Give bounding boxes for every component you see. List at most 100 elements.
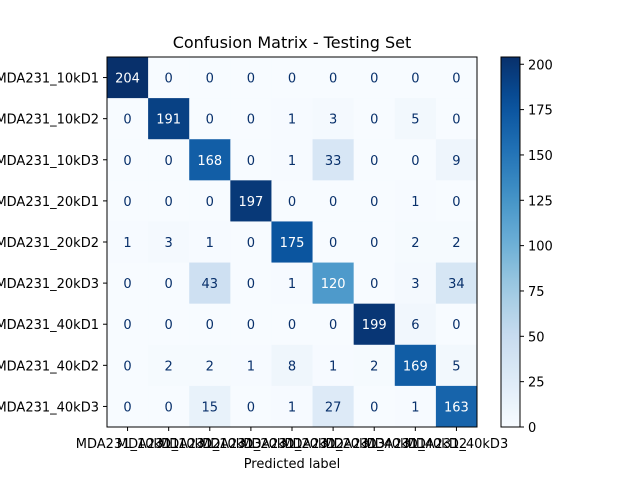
heatmap-cell [107,221,149,264]
colorbar: 0 25 50 75 100 125 150 175 200 [500,56,553,436]
heatmap-cell [394,344,437,387]
cell-value: 0 [247,72,255,87]
cell-value: 0 [452,195,460,210]
cell-value: 0 [123,400,131,415]
cell-value: 0 [288,72,296,87]
x-tick-label: MDA231_20kD2 [240,437,344,452]
heatmap-cell [148,139,190,181]
y-tick-label: MDA231_40kD1 [0,318,99,333]
heatmap-cell [189,180,231,222]
cell-value: 33 [325,154,342,169]
cell-value: 0 [370,195,378,210]
cell-value: 0 [370,113,378,128]
cell-value: 169 [403,359,428,374]
cell-value: 0 [123,113,131,128]
heatmap-cell [271,98,314,140]
colorbar-tick-label: 50 [528,330,545,345]
cell-value: 8 [288,359,296,374]
cell-value: 0 [247,113,255,128]
cell-value: 0 [452,318,460,333]
heatmap-cell [353,385,396,428]
heatmap-cell [394,221,437,264]
cell-value: 163 [444,400,469,415]
y-tick-label: MDA231_10kD1 [0,72,99,87]
heatmap-cell [271,262,314,305]
cell-value: 168 [197,154,222,169]
heatmap-cell [435,303,478,346]
heatmap-cell [230,180,272,222]
heatmap-cell [148,303,190,346]
cell-value: 3 [329,113,337,128]
heatmap-cell [435,57,478,99]
heatmap-cell [148,262,190,305]
cell-value: 0 [411,72,419,87]
heatmap-cell [148,57,190,99]
cell-value: 5 [452,359,460,374]
cell-value: 0 [206,113,214,128]
cell-value: 0 [123,277,131,292]
heatmap-cell [148,385,190,428]
x-tick-label: MDA231_10kD1 [76,437,180,452]
heatmap-cell [312,344,355,387]
cell-value: 0 [206,318,214,333]
heatmap-cell [189,303,231,346]
heatmap-cell [394,98,437,140]
heatmap-cell [189,221,231,264]
y-tick-label: MDA231_10kD3 [0,154,99,169]
cell-value: 0 [452,113,460,128]
heatmap-cell [271,139,314,181]
cell-value: 3 [165,236,173,251]
heatmap-cell [271,385,314,428]
heatmap-cell [312,180,355,222]
heatmap-cell [189,98,231,140]
heatmap-cell [107,262,149,305]
cell-value: 0 [123,318,131,333]
cell-value: 1 [288,113,296,128]
chart-title: Confusion Matrix - Testing Set [173,33,412,52]
x-tick-label: MDA231_10kD3 [158,437,262,452]
colorbar-tick-label: 0 [528,421,536,436]
heatmap-cell [189,262,231,305]
heatmap-cell [271,180,314,222]
cell-value: 0 [123,359,131,374]
heatmap-cell [312,262,355,305]
heatmap-cell [189,385,231,428]
cell-value: 0 [206,195,214,210]
heatmap-cell [230,221,272,264]
heatmap-cell [353,139,396,181]
cell-value: 0 [411,154,419,169]
x-axis-label: Predicted label [244,457,341,472]
colorbar-tick-label: 125 [528,194,553,209]
heatmap-cell [435,262,478,305]
heatmap-cell [148,98,190,140]
heatmap-cell [230,98,272,140]
heatmap-cell [148,221,190,264]
heatmap-cell [230,262,272,305]
heatmap-cell [312,385,355,428]
cell-value: 191 [156,113,181,128]
cell-value: 34 [448,277,465,292]
y-tick-label: MDA231_20kD3 [0,277,99,292]
heatmap-cell [107,385,149,428]
colorbar-tick-label: 175 [528,104,553,119]
cell-value: 0 [165,72,173,87]
heatmap-cell [312,57,355,99]
heatmap-cell [353,262,396,305]
cell-value: 0 [247,318,255,333]
heatmap-cell [312,221,355,264]
heatmap-cell [353,344,396,387]
heatmap-cell [107,98,149,140]
cell-value: 199 [362,318,387,333]
cell-value: 0 [165,277,173,292]
cell-value: 1 [288,277,296,292]
heatmap-cell [435,385,478,428]
cell-value: 175 [280,236,305,251]
cell-value: 1 [247,359,255,374]
x-axis-ticks: MDA231_10kD1MDA231_10kD2MDA231_10kD3MDA2… [76,427,508,452]
cell-value: 0 [329,318,337,333]
colorbar-gradient [501,57,520,427]
cell-value: 15 [202,400,219,415]
cell-value: 0 [206,72,214,87]
heatmap-cell [394,303,437,346]
y-tick-label: MDA231_10kD2 [0,113,99,128]
